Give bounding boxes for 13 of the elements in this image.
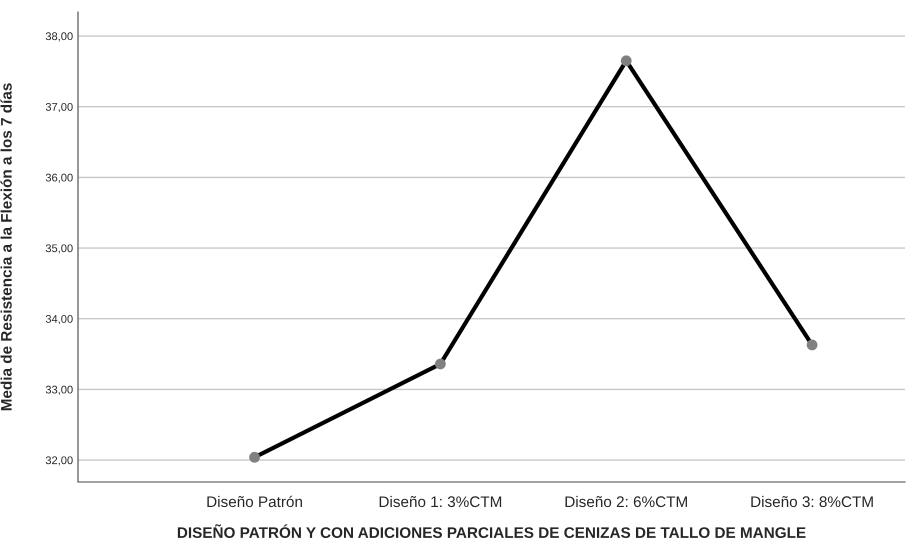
y-tick-label: 32,00 — [46, 456, 73, 466]
y-tick-label: 33,00 — [46, 386, 73, 395]
x-axis-title: DISEÑO PATRÓN Y CON ADICIONES PARCIALES DE CENIZAS DE TALLO DE MANGLE — [178, 524, 806, 538]
x-tick-label: Diseño 1: 3%CTM — [380, 496, 502, 508]
y-tick-label: 36,00 — [46, 174, 73, 183]
y-tick-label: 38,00 — [46, 32, 73, 42]
x-tick-label: Diseño 3: 8%CTM — [751, 496, 873, 508]
y-tick-label: 37,00 — [46, 102, 73, 112]
x-tick-label: Diseño 2: 6%CTM — [566, 496, 687, 508]
x-tick-label: Diseño Patrón — [207, 496, 302, 508]
y-axis-title: Media de Resistencia a la Flexión a los 7 días — [0, 83, 12, 410]
y-tick-label: 34,00 — [46, 315, 73, 324]
y-tick-label: 35,00 — [46, 244, 73, 254]
